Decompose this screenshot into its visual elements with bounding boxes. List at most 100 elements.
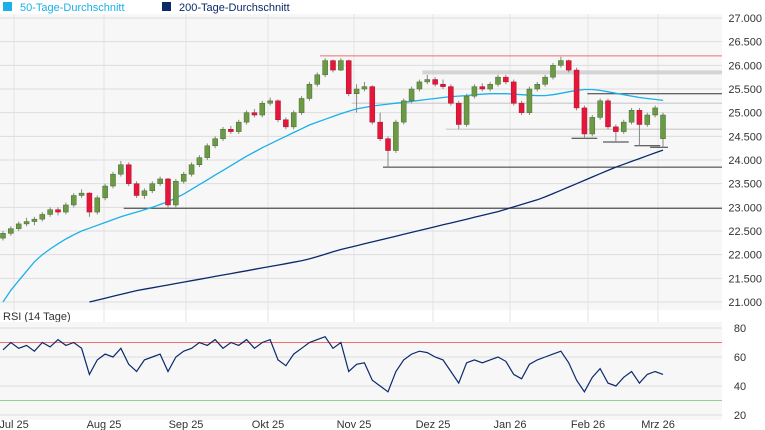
x-tick-label: Okt 25 — [252, 419, 284, 430]
rsi-line — [2, 335, 664, 393]
candle-up — [353, 88, 360, 94]
candle-up — [558, 60, 564, 66]
candle-up — [259, 102, 266, 116]
candle-down — [573, 69, 580, 109]
rsi-y-tick-label: 20 — [734, 410, 746, 422]
y-tick-label: 25.000 — [728, 108, 762, 120]
candle-down — [133, 183, 140, 196]
candles — [0, 56, 666, 241]
candle-down — [613, 126, 619, 132]
x-tick-label: Aug 25 — [87, 419, 122, 430]
legend-label-ma50: 50-Tage-Durchschnitt — [20, 2, 125, 14]
candle-up — [408, 88, 415, 102]
y-tick-label: 26.000 — [728, 60, 762, 72]
candle-up — [149, 183, 156, 192]
candle-up — [620, 121, 627, 132]
candle-down — [377, 121, 383, 139]
candle-down — [448, 86, 454, 104]
candle-down — [636, 110, 643, 125]
candle-up — [322, 60, 328, 76]
y-tick-label: 23.000 — [728, 202, 762, 214]
candle-up — [220, 128, 226, 139]
candle-up — [314, 74, 321, 85]
x-tick-label: Feb 26 — [571, 419, 605, 430]
candle-up — [393, 121, 399, 151]
y-tick-label: 21.000 — [728, 297, 762, 309]
candle-up — [173, 181, 179, 206]
x-tick-label: Nov 25 — [337, 419, 372, 430]
candle-up — [118, 164, 124, 175]
candle-down — [605, 100, 611, 128]
candle-up — [361, 86, 368, 90]
rsi-title: RSI (14 Tage) — [3, 311, 71, 323]
candle-up — [180, 173, 187, 182]
candle-down — [55, 209, 61, 213]
x-tick-label: Jan 26 — [493, 419, 526, 430]
candle-up — [495, 76, 501, 85]
candle-up — [110, 173, 116, 187]
candle-up — [660, 114, 666, 139]
candle-down — [503, 76, 509, 83]
candle-up — [589, 117, 596, 135]
candle-up — [526, 88, 533, 113]
rsi-y-tick-label: 80 — [734, 323, 746, 335]
candle-up — [204, 145, 211, 158]
candle-down — [345, 60, 352, 94]
candle-down — [86, 192, 93, 213]
candle-up — [338, 60, 344, 71]
y-tick-label: 26.500 — [728, 37, 762, 49]
price-y-axis: 27.000 26.500 26.000 25.500 25.000 24.500 24.0… — [728, 13, 762, 309]
rsi-y-tick-label: 40 — [734, 381, 746, 393]
y-tick-label: 24.000 — [728, 155, 762, 167]
candle-down — [275, 100, 281, 121]
candle-up — [70, 195, 77, 206]
candle-up — [78, 192, 85, 196]
price-plot-area — [0, 14, 722, 310]
y-tick-label: 23.500 — [728, 179, 762, 191]
y-tick-label: 22.000 — [728, 250, 762, 262]
candle-up — [644, 114, 651, 125]
rsi-panel: 80 60 40 20 — [0, 323, 746, 422]
candle-up — [416, 81, 423, 90]
rsi-plot-area — [0, 322, 722, 420]
candle-up — [196, 157, 203, 165]
legend-swatch-ma200 — [162, 2, 171, 11]
rsi-y-tick-label: 60 — [734, 352, 746, 364]
y-tick-label: 22.500 — [728, 226, 762, 238]
candle-up — [102, 185, 108, 199]
candle-up — [243, 112, 250, 123]
candle-up — [290, 112, 297, 128]
y-tick-label: 27.000 — [728, 13, 762, 25]
candle-up — [94, 197, 101, 213]
x-tick-label: Mrz 26 — [641, 419, 675, 430]
moving-averages — [2, 88, 664, 303]
ma200-line — [89, 149, 664, 303]
candle-up — [306, 84, 313, 99]
candle-up — [63, 204, 69, 213]
candle-up — [534, 84, 541, 90]
candle-up — [298, 98, 305, 113]
ma50-line — [2, 88, 664, 303]
candle-down — [283, 119, 289, 128]
candle-up — [157, 178, 163, 184]
candle-up — [487, 84, 493, 90]
candle-up — [23, 221, 30, 225]
candle-up — [8, 228, 14, 234]
x-tick-label: Sep 25 — [169, 419, 204, 430]
y-tick-label: 25.500 — [728, 84, 762, 96]
x-tick-label: Jul 25 — [0, 419, 29, 430]
x-axis: Jul 25 Aug 25 Sep 25 Okt 25 Nov 25 Dez 25 Jan … — [0, 419, 675, 430]
candle-down — [432, 79, 438, 85]
candle-up — [0, 233, 6, 239]
candle-down — [510, 81, 517, 104]
legend-swatch-ma50 — [3, 2, 12, 11]
candle-up — [652, 107, 658, 116]
candle-up — [471, 86, 478, 97]
candle-up — [188, 164, 195, 175]
candle-down — [369, 86, 376, 123]
candle-up — [15, 223, 22, 229]
y-tick-label: 24.500 — [728, 131, 762, 143]
candle-up — [31, 218, 38, 222]
candle-up — [463, 95, 470, 125]
